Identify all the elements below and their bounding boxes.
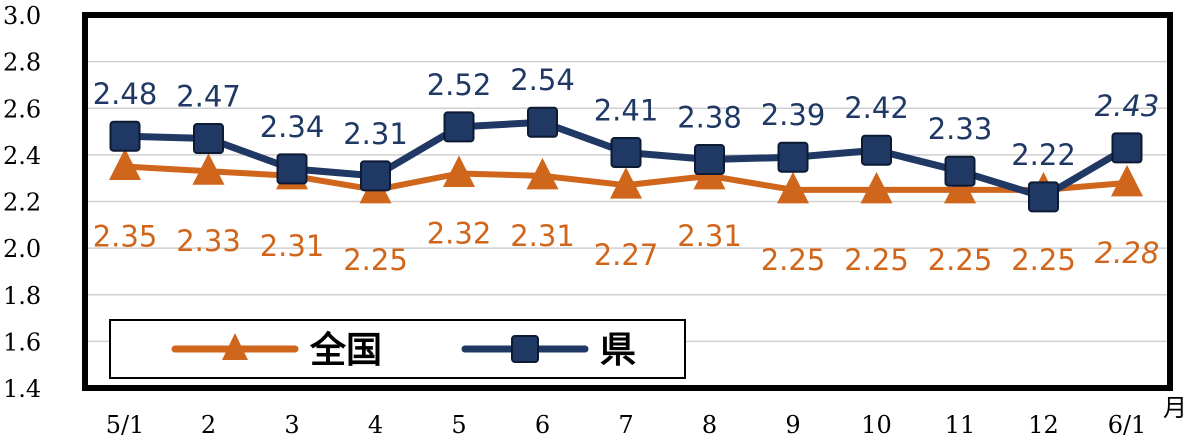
data-point-triangle [777, 171, 809, 204]
data-label: 2.25 [761, 243, 826, 277]
x-tick-label: 2 [201, 411, 216, 439]
data-label: 2.42 [844, 91, 909, 125]
data-point-square [1028, 181, 1059, 213]
data-label: 2.31 [343, 117, 408, 151]
data-point-triangle [1111, 164, 1143, 197]
plot-frame [82, 12, 1173, 391]
data-point-square [109, 120, 141, 152]
data-point-triangle [610, 167, 642, 199]
y-tick-label: 2.4 [3, 142, 41, 170]
legend-label-national: 全国 [309, 329, 382, 371]
x-axis-ticks: 5/1 2 3 4 5 6 7 8 9 10 11 12 6/1 [106, 411, 1147, 439]
data-point-square [610, 137, 642, 169]
data-label: 2.31 [677, 219, 742, 253]
data-label: 2.39 [761, 98, 826, 132]
y-tick-label: 1.6 [3, 328, 41, 356]
x-tick-label: 5/1 [106, 411, 145, 439]
series-prefecture [109, 106, 1143, 213]
data-label: 2.25 [928, 243, 993, 277]
data-label: 2.25 [343, 243, 408, 277]
x-tick-label: 10 [861, 411, 892, 439]
data-point-triangle [192, 153, 225, 185]
data-point-square [777, 141, 809, 173]
data-label: 2.34 [260, 110, 325, 144]
series-layer [109, 106, 1143, 213]
data-label: 2.33 [928, 112, 993, 146]
data-point-square [861, 134, 892, 166]
data-labels: 2.35 2.33 2.31 2.25 2.32 2.31 2.27 2.31 2.25 2.25… [93, 63, 1160, 277]
data-label: 2.28 [1095, 236, 1160, 270]
x-axis-unit: 月 [1163, 394, 1187, 422]
data-label: 2.54 [510, 63, 575, 97]
y-tick-label: 2.8 [3, 49, 41, 77]
data-label: 2.32 [427, 217, 492, 251]
y-tick-label: 3.0 [3, 2, 41, 30]
data-label: 2.35 [93, 220, 158, 254]
x-tick-label: 4 [368, 411, 383, 439]
data-label: 2.43 [1095, 89, 1160, 123]
data-label: 2.47 [176, 80, 241, 114]
y-tick-label: 2.0 [3, 235, 41, 263]
data-label: 2.25 [1011, 243, 1076, 277]
data-point-square [443, 111, 475, 143]
x-tick-label: 3 [284, 411, 299, 439]
data-point-triangle [860, 171, 893, 204]
data-label: 2.48 [93, 77, 158, 111]
data-label: 2.33 [176, 224, 241, 258]
legend-label-prefecture: 県 [600, 330, 636, 371]
legend-marker-triangle-icon [222, 333, 248, 360]
y-axis-ticks: 3.0 2.8 2.6 2.4 2.2 2.0 1.8 1.6 1.4 [3, 2, 41, 403]
legend-marker-square-icon [511, 335, 539, 363]
data-point-triangle [443, 155, 475, 188]
x-tick-label: 7 [618, 411, 633, 439]
data-label: 2.27 [594, 238, 659, 272]
x-tick-label: 5 [451, 411, 466, 439]
data-label: 2.52 [427, 68, 492, 102]
data-point-square [1111, 132, 1143, 164]
x-tick-label: 9 [785, 411, 800, 439]
data-label: 2.22 [1011, 138, 1076, 172]
data-label: 2.31 [260, 229, 325, 263]
data-point-square [944, 155, 976, 187]
data-point-square [193, 123, 224, 155]
data-label: 2.41 [594, 94, 659, 128]
x-tick-label: 6/1 [1108, 411, 1147, 439]
x-tick-label: 8 [702, 411, 717, 439]
data-point-triangle [944, 171, 976, 204]
legend: 全国 県 [109, 319, 686, 379]
y-tick-label: 1.4 [3, 375, 41, 403]
data-point-square [276, 153, 308, 185]
data-point-triangle [109, 148, 141, 181]
data-point-square [360, 160, 391, 192]
data-label: 2.31 [510, 219, 575, 253]
x-tick-label: 12 [1028, 411, 1059, 439]
data-point-square [694, 144, 725, 176]
y-tick-label: 2.6 [3, 95, 41, 123]
y-tick-label: 2.2 [3, 189, 41, 217]
data-point-square [527, 106, 558, 138]
x-tick-label: 6 [535, 411, 550, 439]
data-label: 2.38 [677, 101, 742, 135]
data-label: 2.25 [844, 243, 909, 277]
x-tick-label: 11 [945, 411, 976, 439]
y-tick-label: 1.8 [3, 282, 41, 310]
data-point-triangle [526, 157, 559, 190]
